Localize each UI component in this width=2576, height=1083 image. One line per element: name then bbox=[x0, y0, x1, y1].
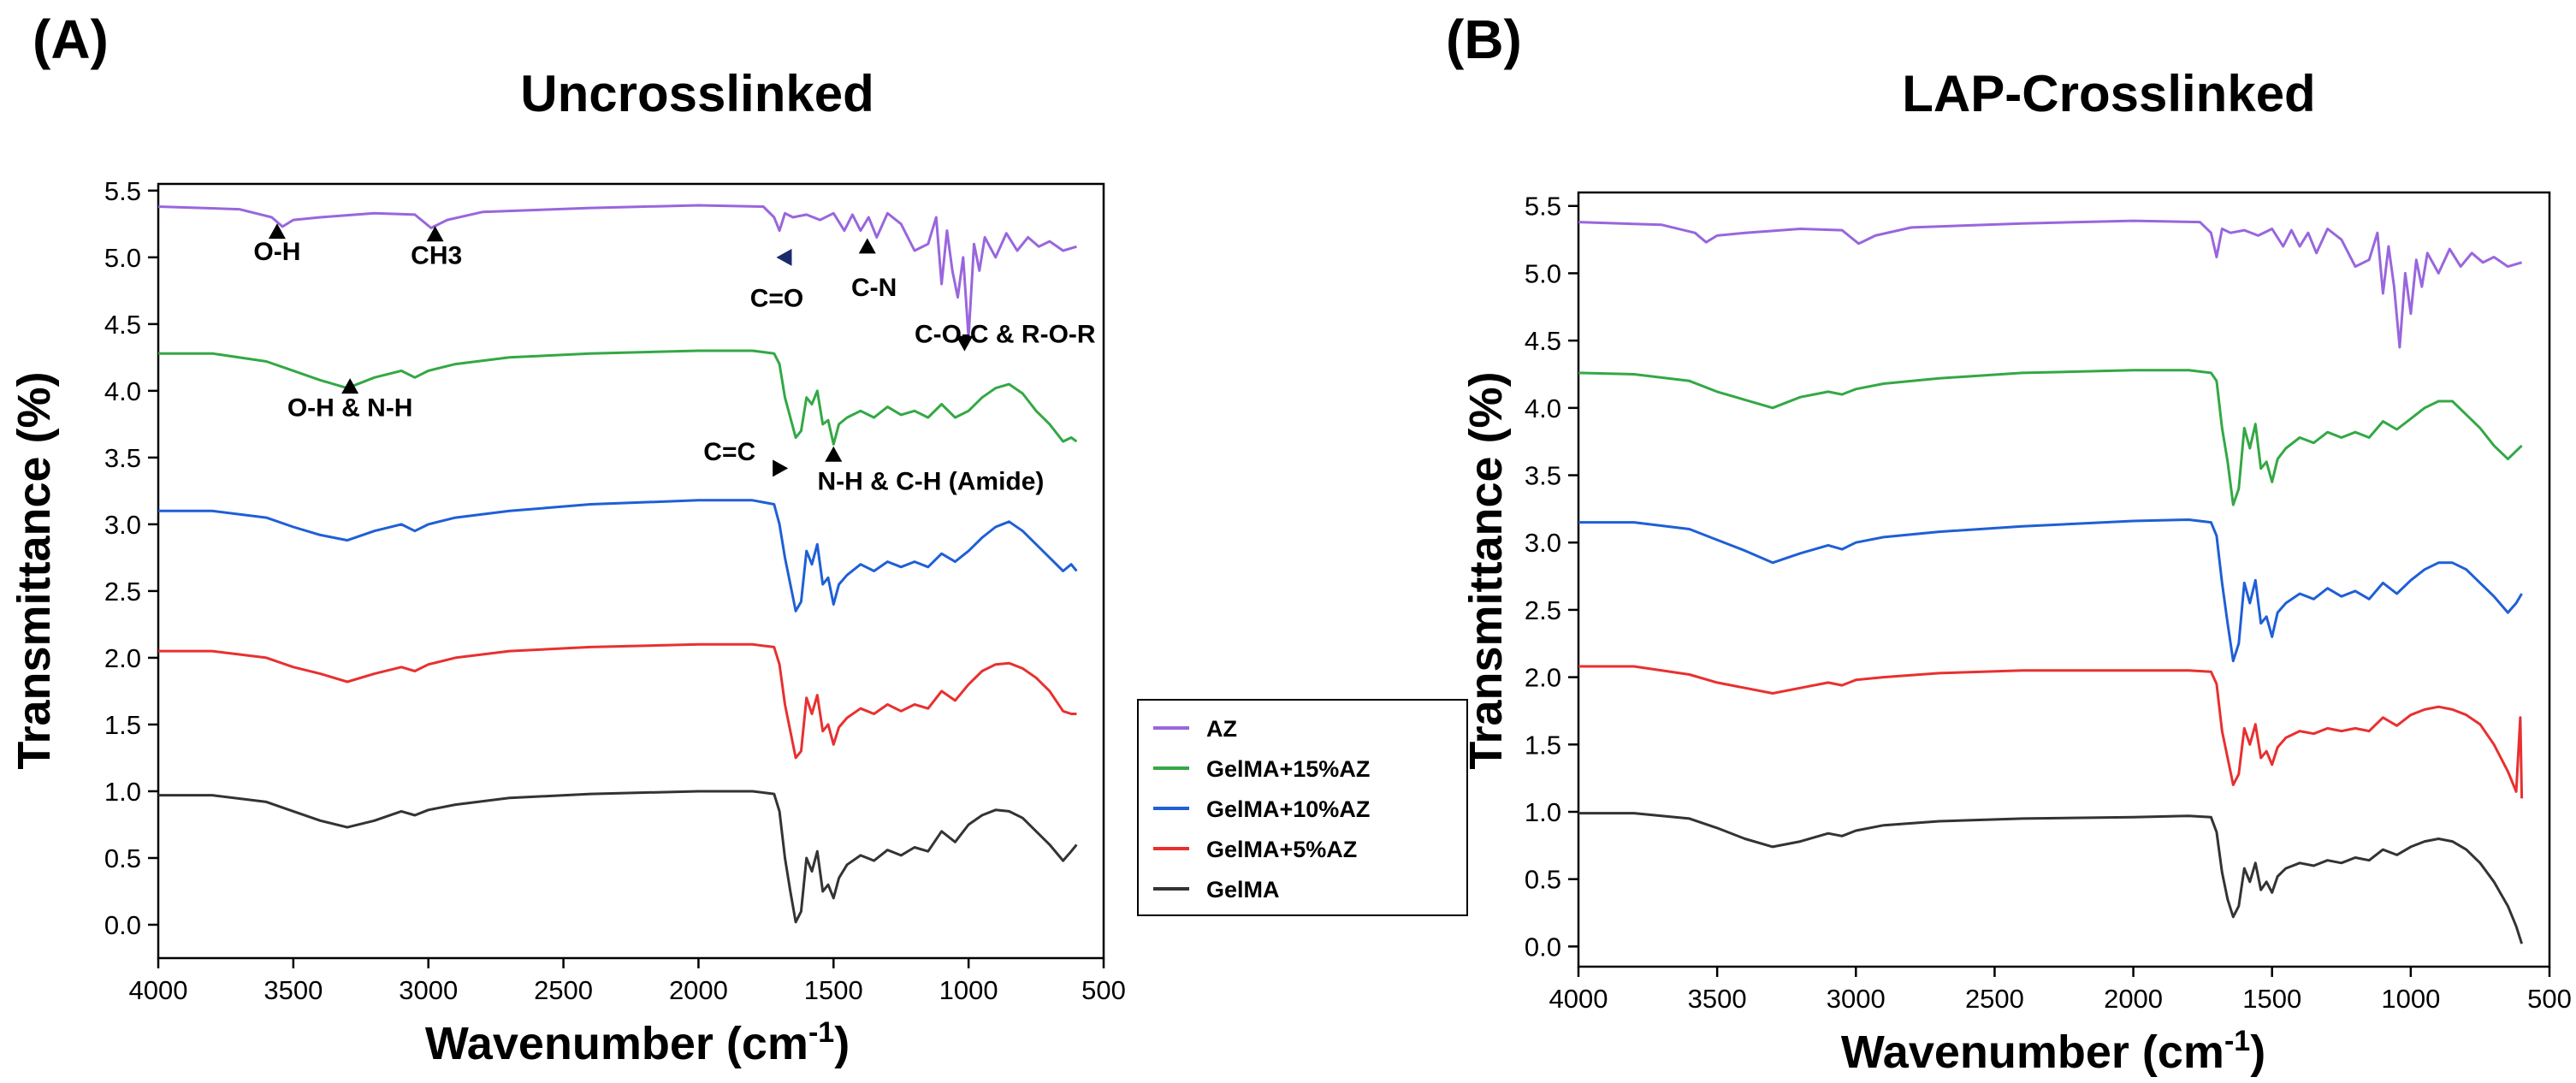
x-tick-label: 3000 bbox=[1827, 984, 1886, 1014]
y-tick-label: 2.0 bbox=[104, 643, 141, 673]
x-tick-label: 3500 bbox=[264, 975, 323, 1005]
y-tick-label: 4.5 bbox=[104, 310, 141, 340]
annotation-label: C=C bbox=[703, 438, 755, 466]
x-tick-label: 1000 bbox=[939, 975, 998, 1005]
x-tick-label: 2000 bbox=[2104, 984, 2163, 1014]
y-tick-label: 0.0 bbox=[1525, 932, 1561, 962]
x-axis-title-close: ) bbox=[834, 1018, 850, 1069]
legend-label: AZ bbox=[1206, 716, 1237, 742]
y-tick-label: 0.5 bbox=[1525, 865, 1561, 895]
annotation-label: CH3 bbox=[411, 242, 462, 270]
x-axis-title-superscript: -1 bbox=[808, 1016, 834, 1049]
panel-label: (B) bbox=[1446, 9, 1522, 70]
y-tick-label: 2.5 bbox=[1525, 595, 1561, 625]
y-tick-label: 3.5 bbox=[1525, 461, 1561, 491]
series-line-gelma bbox=[158, 790, 1078, 924]
x-tick-label: 3000 bbox=[399, 975, 458, 1005]
series-line-gelma-10-az bbox=[1578, 518, 2523, 663]
x-axis-title: Wavenumber (cm-1) bbox=[1841, 1025, 2265, 1078]
annotation-arrow bbox=[773, 459, 789, 477]
series-line-gelma-15-az bbox=[158, 349, 1078, 446]
y-tick-label: 4.0 bbox=[1525, 394, 1561, 423]
series-line-gelma-10-az bbox=[158, 499, 1078, 613]
annotation-label: C=O bbox=[750, 285, 804, 313]
series-line-gelma-5-az bbox=[1578, 665, 2524, 799]
x-tick-label: 3500 bbox=[1688, 984, 1747, 1014]
panel-b: (B) LAP-Crosslinked 4000 3500 3000 2500 2000 15… bbox=[1446, 9, 2572, 1078]
x-axis-title: Wavenumber (cm-1) bbox=[425, 1016, 850, 1069]
x-axis-title-close: ) bbox=[2250, 1027, 2265, 1078]
x-tick-label: 1000 bbox=[2381, 984, 2440, 1014]
y-tick-label: 1.5 bbox=[1525, 730, 1561, 760]
x-tick-label: 2500 bbox=[1965, 984, 2024, 1014]
y-tick-label: 0.0 bbox=[104, 910, 141, 940]
legend-label: GelMA+5%AZ bbox=[1206, 837, 1357, 862]
annotation-label: C-N bbox=[851, 274, 897, 302]
x-tick-label: 4000 bbox=[1549, 984, 1608, 1014]
legend-label: GelMA+10%AZ bbox=[1206, 796, 1370, 822]
y-axis-title: Transmittance (%) bbox=[1460, 371, 1512, 769]
y-tick-label: 5.5 bbox=[1525, 192, 1561, 222]
y-tick-label: 1.5 bbox=[104, 710, 141, 740]
y-tick-label: 3.0 bbox=[104, 510, 141, 540]
x-axis-title-text: Wavenumber (cm bbox=[425, 1018, 808, 1069]
annotation-arrow bbox=[825, 446, 843, 462]
panel-a: (A) Uncrosslinked 4000 3500 3000 2500 2000 1500… bbox=[9, 9, 1468, 1069]
x-tick-label: 4000 bbox=[129, 975, 188, 1005]
chart-title: LAP-Crosslinked bbox=[1902, 65, 2315, 122]
y-tick-label: 3.0 bbox=[1525, 528, 1561, 558]
y-axis-title: Transmittance (%) bbox=[9, 371, 60, 769]
panel-label: (A) bbox=[33, 9, 109, 70]
legend-label: GelMA+15%AZ bbox=[1206, 756, 1370, 782]
y-tick-label: 3.5 bbox=[104, 443, 141, 473]
annotation-arrow bbox=[341, 378, 359, 394]
y-tick-label: 4.5 bbox=[1525, 326, 1561, 356]
y-tick-label: 5.0 bbox=[1525, 258, 1561, 288]
series-line-az bbox=[157, 204, 1077, 339]
annotation-arrow bbox=[858, 238, 876, 254]
annotation-label: O-H bbox=[253, 238, 300, 266]
x-axis-title-text: Wavenumber (cm bbox=[1841, 1027, 2224, 1078]
y-tick-label: 1.0 bbox=[1525, 797, 1561, 827]
x-tick-label: 500 bbox=[2527, 984, 2572, 1014]
annotation-arrow bbox=[956, 335, 974, 352]
annotation-arrow bbox=[776, 248, 792, 266]
legend-box bbox=[1137, 699, 1468, 916]
x-tick-label: 500 bbox=[1081, 975, 1126, 1005]
y-tick-label: 4.0 bbox=[104, 376, 141, 406]
y-tick-label: 2.0 bbox=[1525, 663, 1561, 693]
y-tick-label: 5.0 bbox=[104, 243, 141, 273]
annotation-label: C-O-C & R-O-R bbox=[915, 321, 1096, 349]
chart-title: Uncrosslinked bbox=[520, 65, 873, 122]
annotation-arrow bbox=[426, 226, 444, 242]
x-tick-label: 1500 bbox=[804, 975, 863, 1005]
y-tick-label: 0.5 bbox=[104, 843, 141, 873]
annotation-label: N-H & C-H (Amide) bbox=[817, 467, 1044, 495]
plot-frame bbox=[157, 182, 1105, 960]
series-line-gelma-15-az bbox=[1578, 369, 2523, 506]
series-line-gelma-5-az bbox=[158, 642, 1077, 760]
legend-label: GelMA bbox=[1206, 877, 1280, 902]
y-tick-label: 2.5 bbox=[104, 577, 141, 607]
y-tick-label: 5.5 bbox=[104, 176, 141, 206]
plot-frame bbox=[1577, 191, 2551, 968]
series-line-gelma bbox=[1578, 812, 2524, 944]
annotation-arrow bbox=[268, 223, 286, 240]
x-tick-label: 2000 bbox=[669, 975, 728, 1005]
y-tick-label: 1.0 bbox=[104, 777, 141, 807]
series-line-az bbox=[1578, 219, 2523, 349]
x-tick-label: 1500 bbox=[2242, 984, 2301, 1014]
annotation-label: O-H & N-H bbox=[287, 394, 413, 423]
x-axis-title-superscript: -1 bbox=[2224, 1025, 2250, 1057]
x-tick-label: 2500 bbox=[534, 975, 593, 1005]
